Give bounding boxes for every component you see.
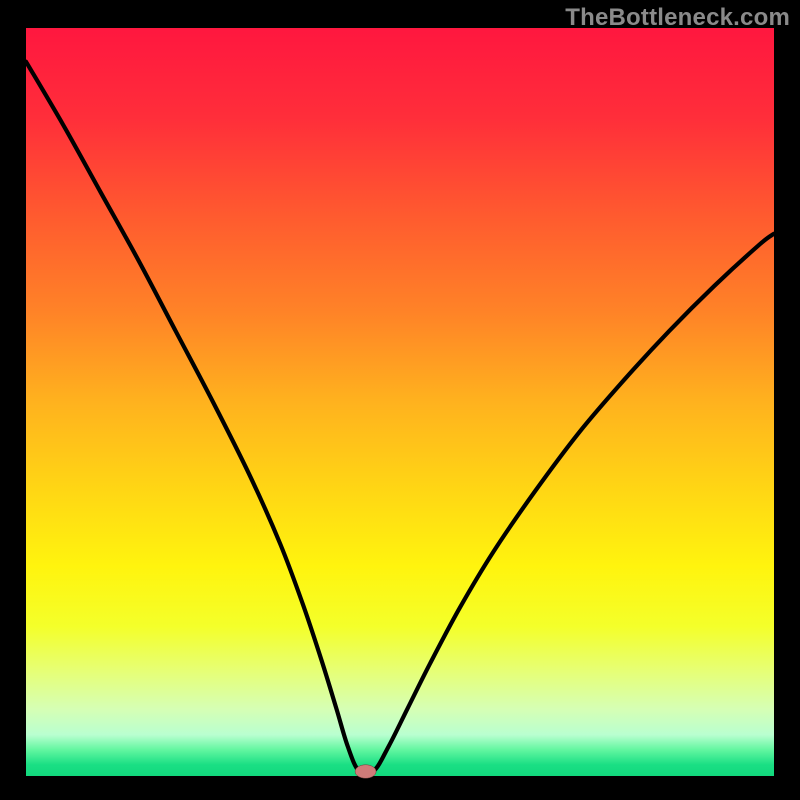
plot-background bbox=[26, 28, 774, 776]
minimum-marker bbox=[355, 765, 376, 778]
bottleneck-curve-plot bbox=[0, 0, 800, 800]
chart-container: { "watermark": { "text": "TheBottleneck.… bbox=[0, 0, 800, 800]
